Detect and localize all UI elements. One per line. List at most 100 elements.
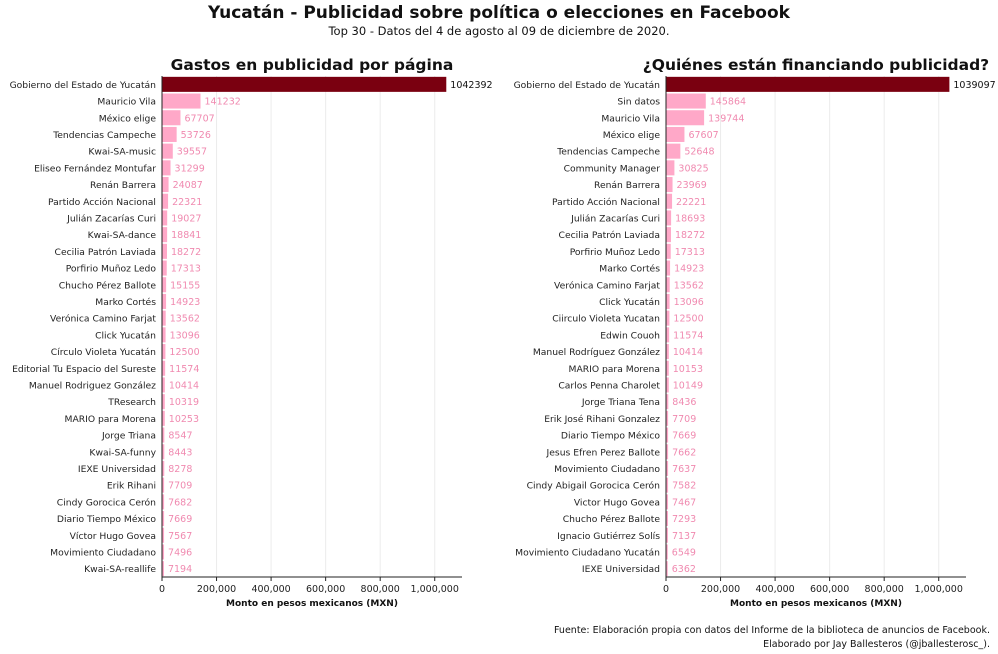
chart1-value-label: 22321 bbox=[172, 197, 202, 208]
chart2-category-label: Chucho Pérez Ballote bbox=[563, 514, 661, 525]
chart1-x-axis-label: Monto en pesos mexicanos (MXN) bbox=[226, 599, 398, 609]
chart2-category-label: Diario Tiempo México bbox=[561, 431, 660, 442]
chart2-value-label: 6549 bbox=[672, 547, 696, 558]
chart1-x-tick-label: 1,000,000 bbox=[411, 584, 459, 595]
chart2-value-label: 10414 bbox=[673, 347, 703, 358]
chart1-category-label: Kwai-SA-funny bbox=[89, 447, 156, 458]
chart1-category-label: IEXE Universidad bbox=[78, 464, 156, 475]
chart1-category-label: MARIO para Morena bbox=[65, 414, 156, 425]
chart2-value-label: 7709 bbox=[672, 414, 696, 425]
chart2-category-label: Community Manager bbox=[564, 163, 661, 174]
chart1-bar bbox=[162, 227, 168, 243]
chart2-bar bbox=[666, 227, 671, 243]
chart1-category-label: Diario Tiempo México bbox=[57, 514, 156, 525]
chart1-value-label: 53726 bbox=[181, 130, 211, 141]
chart2-category-label: Movimiento Ciudadano Yucatán bbox=[515, 547, 660, 558]
chart2-category-label: Julián Zacarías Curi bbox=[570, 213, 660, 224]
chart2-value-label: 14923 bbox=[674, 264, 704, 275]
chart1-category-label: Click Yucatán bbox=[95, 330, 156, 341]
chart2-category-label: Cindy Abigail Gorocica Cerón bbox=[527, 481, 661, 492]
chart1-category-label: Víctor Hugo Govea bbox=[70, 531, 156, 542]
chart1-bar bbox=[162, 76, 447, 92]
chart2-value-label: 7582 bbox=[672, 481, 696, 492]
chart2-category-label: Movimiento Ciudadano bbox=[554, 464, 660, 475]
chart2-value-label: 10149 bbox=[673, 380, 703, 391]
chart1-value-label: 39557 bbox=[177, 147, 207, 158]
chart1-bar bbox=[162, 160, 171, 176]
chart1-bar bbox=[162, 293, 167, 309]
chart2-bar bbox=[666, 177, 673, 193]
chart2-value-label: 52648 bbox=[684, 147, 714, 158]
chart2-bar bbox=[666, 444, 669, 460]
chart2-bar bbox=[666, 193, 673, 209]
chart1-bar bbox=[162, 444, 165, 460]
chart1-bar bbox=[162, 460, 165, 476]
chart1-x-tick-label: 200,000 bbox=[197, 584, 236, 595]
chart1-value-label: 7194 bbox=[168, 564, 192, 575]
chart2-category-label: Jesus Efren Perez Ballote bbox=[546, 447, 661, 458]
chart1-category-label: Mauricio Vila bbox=[97, 97, 156, 108]
chart1-value-label: 10253 bbox=[169, 414, 199, 425]
chart2-bar bbox=[666, 377, 669, 393]
chart2-bar bbox=[666, 494, 669, 510]
chart1-value-label: 13562 bbox=[170, 314, 200, 325]
chart1-category-label: Kwai-SA-dance bbox=[88, 230, 157, 241]
chart1-category-label: Gobierno del Estado de Yucatán bbox=[10, 80, 157, 91]
chart2-bar bbox=[666, 277, 670, 293]
chart1-bar bbox=[162, 477, 165, 493]
chart2-category-label: Manuel Rodríguez González bbox=[533, 347, 660, 358]
chart2-category-label: Erik José Rihani Gonzalez bbox=[544, 414, 660, 425]
chart2-value-label: 18693 bbox=[675, 213, 705, 224]
chart1-x-tick-label: 400,000 bbox=[251, 584, 290, 595]
chart1-bar bbox=[162, 360, 166, 376]
chart2-bar bbox=[666, 327, 670, 343]
chart2-bar bbox=[666, 527, 668, 543]
chart2-value-label: 1039097 bbox=[953, 80, 995, 91]
chart1-category-label: Movimiento Ciudadano bbox=[50, 547, 156, 558]
chart2-category-label: México elige bbox=[603, 130, 661, 141]
chart1-value-label: 7567 bbox=[168, 531, 192, 542]
chart1-category-label: Marko Cortés bbox=[95, 297, 156, 308]
main-subtitle: Top 30 - Datos del 4 de agosto al 09 de … bbox=[328, 24, 670, 38]
chart1-category-label: Renán Barrera bbox=[90, 180, 156, 191]
chart2-category-label: Partido Acción Nacional bbox=[552, 197, 660, 208]
chart1-bar bbox=[162, 527, 165, 543]
chart1-value-label: 7669 bbox=[168, 514, 192, 525]
chart2-bar bbox=[666, 477, 669, 493]
chart1-bar bbox=[162, 93, 201, 109]
chart2-x-tick-label: 1,000,000 bbox=[915, 584, 963, 595]
chart1-bar bbox=[162, 143, 173, 159]
chart2-value-label: 7637 bbox=[672, 464, 696, 475]
chart1-value-label: 7709 bbox=[168, 481, 192, 492]
chart2-value-label: 139744 bbox=[708, 113, 744, 124]
chart1-bar bbox=[162, 494, 165, 510]
chart2-category-label: Victor Hugo Govea bbox=[574, 497, 660, 508]
chart2-bar bbox=[666, 76, 950, 92]
chart2-bar bbox=[666, 460, 669, 476]
chart2-category-label: Renán Barrera bbox=[594, 180, 660, 191]
chart1-value-label: 7682 bbox=[168, 497, 192, 508]
chart1-bar bbox=[162, 344, 166, 360]
chart2-bar bbox=[666, 544, 668, 560]
chart1-value-label: 15155 bbox=[170, 280, 200, 291]
chart1-value-label: 17313 bbox=[171, 264, 201, 275]
chart2-category-label: Tendencias Campeche bbox=[556, 147, 660, 158]
chart2-value-label: 18272 bbox=[675, 230, 705, 241]
chart2-category-label: Cecilia Patrón Laviada bbox=[559, 230, 660, 241]
chart2-category-label: Carlos Penna Charolet bbox=[558, 380, 660, 391]
chart2-category-label: Porfirio Muñoz Ledo bbox=[570, 247, 661, 258]
chart1-value-label: 11574 bbox=[169, 364, 199, 375]
chart1-category-label: México elige bbox=[99, 113, 157, 124]
chart1-category-label: Verónica Camino Farjat bbox=[50, 314, 156, 325]
chart1-value-label: 14923 bbox=[170, 297, 200, 308]
chart1-value-label: 31299 bbox=[175, 163, 205, 174]
chart2-bar bbox=[666, 561, 668, 577]
chart1-category-label: Manuel Rodriguez González bbox=[29, 380, 156, 391]
chart2-value-label: 17313 bbox=[675, 247, 705, 258]
chart1-category-label: Círculo Violeta Yucatán bbox=[51, 347, 156, 358]
chart2-category-label: Gobierno del Estado de Yucatán bbox=[514, 80, 661, 91]
chart1-bar bbox=[162, 110, 181, 126]
chart2-bar bbox=[666, 160, 675, 176]
chart2-category-label: MARIO para Morena bbox=[569, 364, 660, 375]
